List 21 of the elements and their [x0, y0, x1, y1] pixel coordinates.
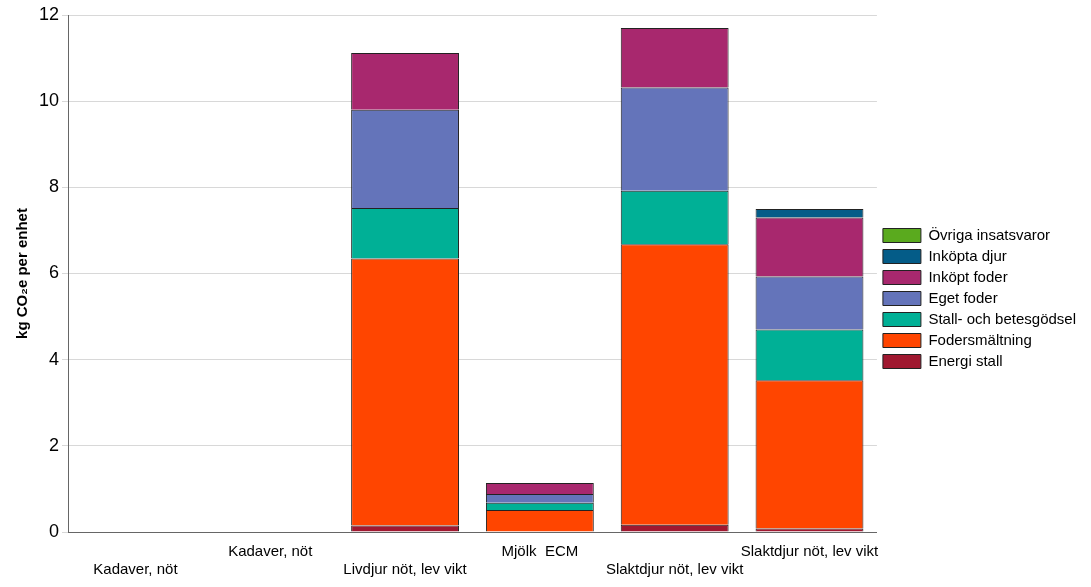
x-tick-label: Kadaver, nöt [228, 542, 314, 560]
x-tick-label: Mjölk ECM [501, 542, 579, 560]
legend-label: Övriga insatsvaror [928, 225, 1051, 243]
x-tick-label: Slaktdjur nöt, lev vikt [605, 560, 745, 578]
y-tick-label: 2 [49, 434, 60, 455]
y-tick-label: 0 [49, 520, 60, 541]
y-tick-label: 6 [49, 262, 60, 283]
y-tick-label: 4 [49, 348, 60, 369]
y-axis-title: kg CO₂e per enhet [13, 208, 31, 339]
y-tick-label: 8 [49, 176, 60, 197]
x-tick-label: Livdjur nöt, lev vikt [343, 560, 468, 578]
x-tick-label: Slaktdjur nöt, lev vikt [740, 542, 880, 560]
legend-label: Inköpt foder [928, 267, 1008, 285]
legend-label: Eget foder [928, 288, 998, 306]
y-tick-label: 10 [38, 90, 60, 111]
legend-label: Fodersmältning [928, 330, 1032, 348]
legend-label: Stall- och betesgödsel [928, 309, 1076, 327]
x-tick-label: Kadaver, nöt [93, 560, 179, 578]
y-tick-label: 12 [38, 3, 60, 24]
legend-label: Inköpta djur [928, 246, 1007, 264]
legend-label: Energi stall [928, 351, 1003, 369]
